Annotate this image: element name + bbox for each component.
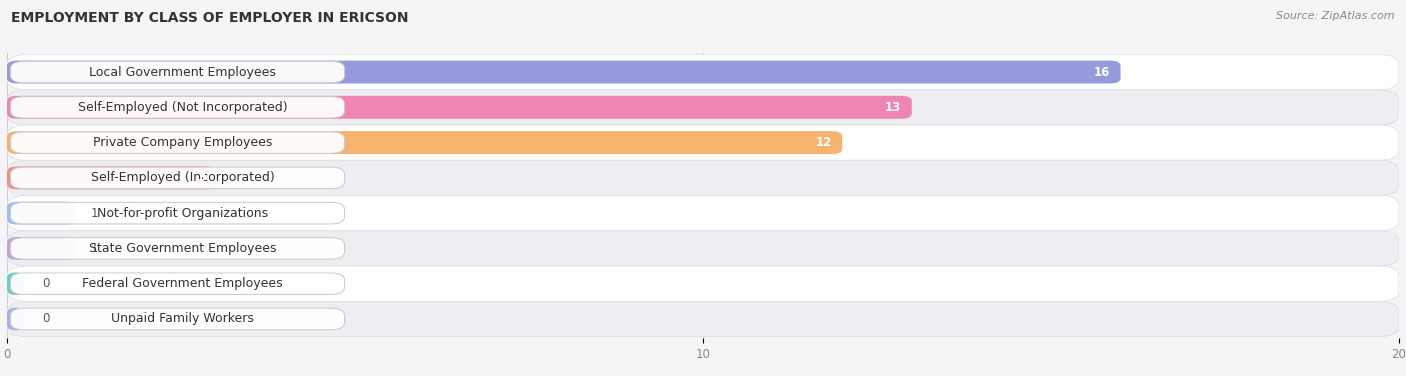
FancyBboxPatch shape (10, 273, 344, 294)
FancyBboxPatch shape (10, 238, 344, 259)
Text: 12: 12 (815, 136, 832, 149)
FancyBboxPatch shape (7, 237, 77, 260)
FancyBboxPatch shape (7, 61, 1121, 83)
FancyBboxPatch shape (7, 125, 1399, 160)
FancyBboxPatch shape (10, 308, 344, 330)
Text: Not-for-profit Organizations: Not-for-profit Organizations (97, 207, 269, 220)
FancyBboxPatch shape (7, 196, 1399, 231)
FancyBboxPatch shape (7, 131, 842, 154)
Text: 3: 3 (197, 171, 205, 184)
FancyBboxPatch shape (10, 61, 344, 83)
Text: Self-Employed (Incorporated): Self-Employed (Incorporated) (90, 171, 274, 184)
Text: Local Government Employees: Local Government Employees (89, 65, 276, 79)
FancyBboxPatch shape (7, 272, 24, 295)
Text: Source: ZipAtlas.com: Source: ZipAtlas.com (1277, 11, 1395, 21)
Text: Self-Employed (Not Incorporated): Self-Employed (Not Incorporated) (77, 101, 287, 114)
FancyBboxPatch shape (7, 96, 912, 119)
FancyBboxPatch shape (7, 55, 1399, 90)
Text: Private Company Employees: Private Company Employees (93, 136, 273, 149)
FancyBboxPatch shape (7, 301, 1399, 337)
FancyBboxPatch shape (7, 308, 24, 331)
Text: 0: 0 (42, 277, 49, 290)
Text: Unpaid Family Workers: Unpaid Family Workers (111, 312, 254, 326)
FancyBboxPatch shape (10, 202, 344, 224)
FancyBboxPatch shape (10, 167, 344, 189)
Text: EMPLOYMENT BY CLASS OF EMPLOYER IN ERICSON: EMPLOYMENT BY CLASS OF EMPLOYER IN ERICS… (11, 11, 409, 25)
FancyBboxPatch shape (7, 90, 1399, 125)
FancyBboxPatch shape (10, 97, 344, 118)
FancyBboxPatch shape (7, 231, 1399, 266)
FancyBboxPatch shape (7, 167, 217, 190)
FancyBboxPatch shape (7, 160, 1399, 196)
FancyBboxPatch shape (7, 266, 1399, 301)
Text: 1: 1 (90, 207, 98, 220)
Text: 13: 13 (886, 101, 901, 114)
Text: 1: 1 (90, 242, 98, 255)
Text: 0: 0 (42, 312, 49, 326)
FancyBboxPatch shape (10, 132, 344, 153)
Text: Federal Government Employees: Federal Government Employees (82, 277, 283, 290)
Text: 16: 16 (1094, 65, 1111, 79)
Text: State Government Employees: State Government Employees (89, 242, 276, 255)
FancyBboxPatch shape (7, 202, 77, 224)
